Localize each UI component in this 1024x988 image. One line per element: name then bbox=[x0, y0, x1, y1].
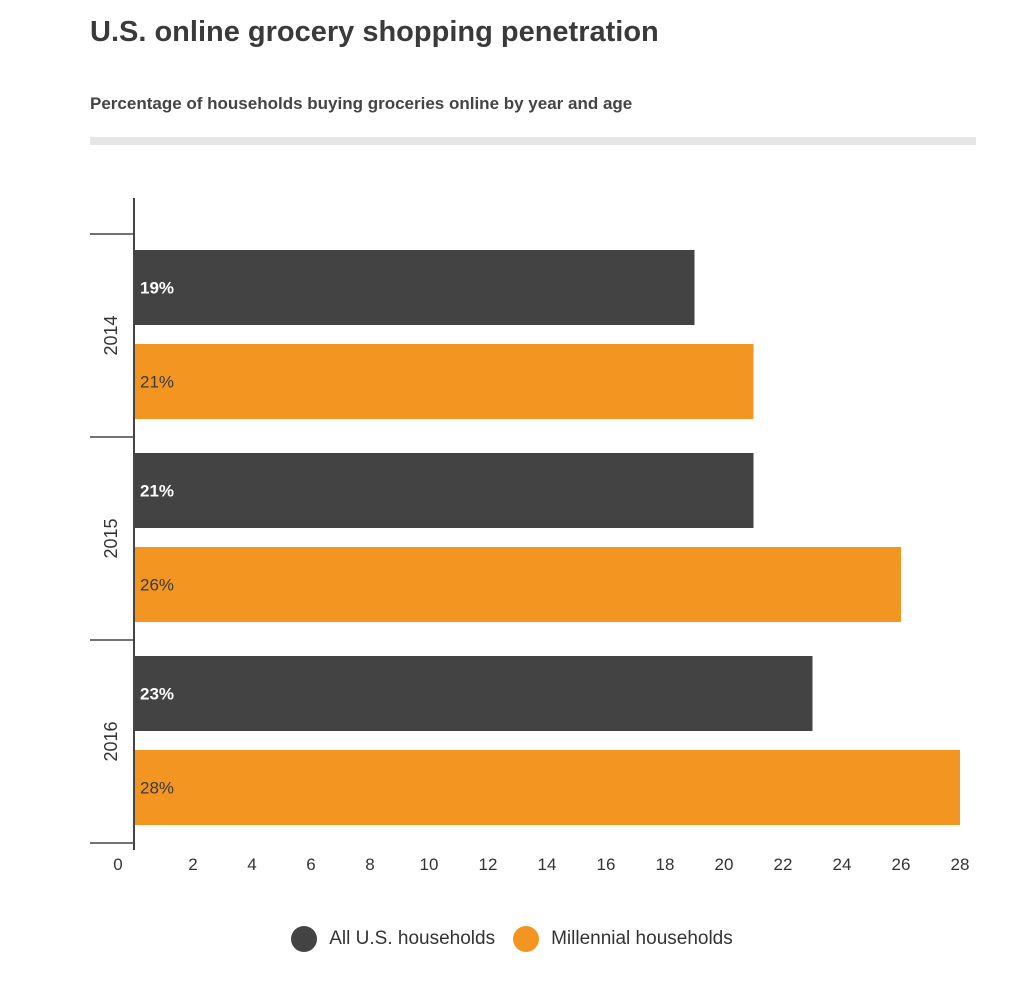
legend-item-all: All U.S. households bbox=[291, 926, 495, 952]
x-tick-label: 28 bbox=[951, 855, 970, 874]
data-label-2016-all: 23% bbox=[140, 685, 174, 704]
x-tick-label: 16 bbox=[597, 855, 616, 874]
x-tick-label: 24 bbox=[833, 855, 852, 874]
x-tick-label: 22 bbox=[774, 855, 793, 874]
divider bbox=[90, 137, 976, 145]
category-label-2015: 2015 bbox=[101, 518, 121, 558]
x-tick-label: 20 bbox=[715, 855, 734, 874]
data-label-2015-all: 21% bbox=[140, 482, 174, 501]
x-tick-label: 0 bbox=[113, 855, 122, 874]
x-tick-label: 2 bbox=[188, 855, 197, 874]
legend-swatch-millennial bbox=[513, 926, 540, 952]
category-label-2014: 2014 bbox=[101, 315, 121, 355]
data-label-2014-millennial: 21% bbox=[140, 373, 174, 392]
bar-2014-millennial bbox=[134, 344, 754, 419]
legend-swatch-all bbox=[291, 926, 318, 952]
x-tick-label: 10 bbox=[420, 855, 439, 874]
bar-2014-all bbox=[134, 250, 695, 325]
x-tick-label: 4 bbox=[247, 855, 256, 874]
bar-2016-all bbox=[134, 656, 813, 731]
chart-title: U.S. online grocery shopping penetration bbox=[90, 16, 659, 48]
legend-label-all: All U.S. households bbox=[329, 928, 496, 949]
legend-item-millennial: Millennial households bbox=[513, 926, 733, 952]
legend-label-millennial: Millennial households bbox=[551, 928, 733, 949]
x-tick-label: 18 bbox=[656, 855, 675, 874]
bar-2016-millennial bbox=[134, 750, 960, 825]
data-label-2015-millennial: 26% bbox=[140, 576, 174, 595]
category-label-2016: 2016 bbox=[101, 721, 121, 761]
x-tick-label: 14 bbox=[538, 855, 557, 874]
data-label-2014-all: 19% bbox=[140, 279, 174, 298]
chart-subtitle: Percentage of households buying grocerie… bbox=[90, 94, 633, 113]
legend: All U.S. households Millennial household… bbox=[0, 926, 1024, 952]
bar-2015-millennial bbox=[134, 547, 901, 622]
data-label-2016-millennial: 28% bbox=[140, 779, 174, 798]
bar-2015-all bbox=[134, 453, 754, 528]
x-tick-label: 6 bbox=[306, 855, 315, 874]
x-tick-label: 26 bbox=[892, 855, 911, 874]
x-tick-label: 8 bbox=[365, 855, 374, 874]
x-tick-label: 12 bbox=[479, 855, 498, 874]
